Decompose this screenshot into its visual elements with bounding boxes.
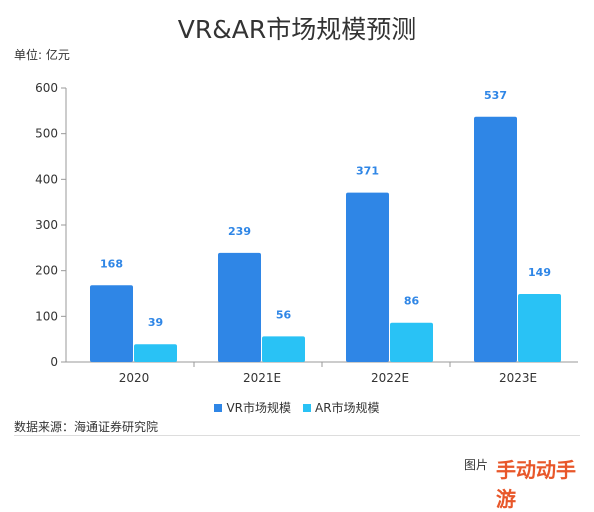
unit-label: 单位: 亿元 — [14, 48, 70, 62]
y-tick-label: 0 — [50, 355, 58, 369]
legend: VR市场规模 AR市场规模 — [0, 399, 594, 416]
data-label: 168 — [100, 257, 123, 270]
source-label: 数据来源：海通证券研究院 — [14, 420, 159, 434]
data-label: 371 — [356, 165, 379, 178]
y-tick-label: 400 — [35, 172, 58, 186]
x-tick-label: 2022E — [371, 371, 409, 385]
data-label: 56 — [276, 308, 292, 321]
divider — [14, 435, 580, 436]
bar-vr-2020 — [90, 285, 133, 362]
legend-swatch-vr — [214, 403, 223, 412]
data-label: 537 — [484, 89, 507, 102]
legend-item-vr: VR市场规模 — [214, 399, 291, 416]
x-tick-label: 2023E — [499, 371, 537, 385]
y-tick-label: 200 — [35, 264, 58, 278]
bar-chart: 0 100 200 300 400 500 600 168 39 2020 239 56 2021E 37… — [35, 81, 578, 385]
y-tick-label: 600 — [35, 81, 58, 95]
x-tick-label: 2020 — [119, 371, 150, 385]
bar-ar-2022E — [390, 322, 433, 362]
data-label: 86 — [404, 295, 420, 308]
legend-label-ar: AR市场规模 — [315, 401, 380, 415]
data-label: 149 — [528, 266, 551, 279]
chart-title: VR&AR市场规模预测 — [177, 15, 417, 44]
footer-note: 图片 — [464, 458, 489, 472]
y-tick-label: 500 — [35, 127, 58, 141]
bar-vr-2023E — [474, 116, 517, 363]
y-tick-label: 300 — [35, 218, 58, 232]
x-tick-label: 2021E — [243, 371, 281, 385]
data-label: 39 — [148, 316, 163, 329]
data-label: 239 — [228, 225, 251, 238]
bar-ar-2023E — [518, 293, 561, 362]
bar-vr-2021E — [218, 252, 261, 362]
legend-item-ar: AR市场规模 — [303, 399, 380, 416]
legend-label-vr: VR市场规模 — [226, 401, 291, 415]
bar-ar-2021E — [262, 336, 305, 362]
bar-ar-2020 — [134, 344, 177, 362]
legend-swatch-ar — [303, 403, 311, 412]
watermark-logo: 手动动手游 — [496, 458, 576, 511]
y-tick-label: 100 — [35, 309, 58, 323]
bar-vr-2022E — [346, 192, 389, 362]
